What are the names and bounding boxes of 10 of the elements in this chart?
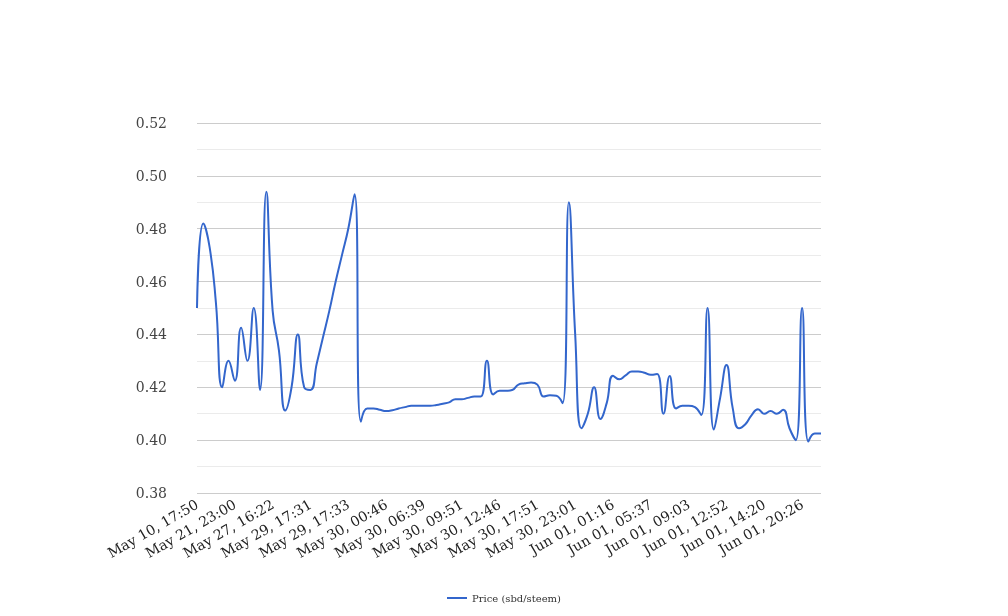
y-tick-label: 0.42	[135, 379, 167, 396]
line-series	[196, 190, 822, 443]
y-tick-label: 0.38	[135, 485, 167, 501]
y-tick-label: 0.50	[135, 167, 167, 184]
legend-label: Price (sbd/steem)	[472, 592, 562, 604]
y-tick-label: 0.46	[135, 273, 168, 290]
y-tick-label: 0.52	[135, 115, 167, 131]
y-tick-label: 0.44	[135, 326, 168, 343]
y-tick-label: 0.40	[135, 432, 167, 449]
y-tick-label: 0.48	[135, 220, 167, 237]
